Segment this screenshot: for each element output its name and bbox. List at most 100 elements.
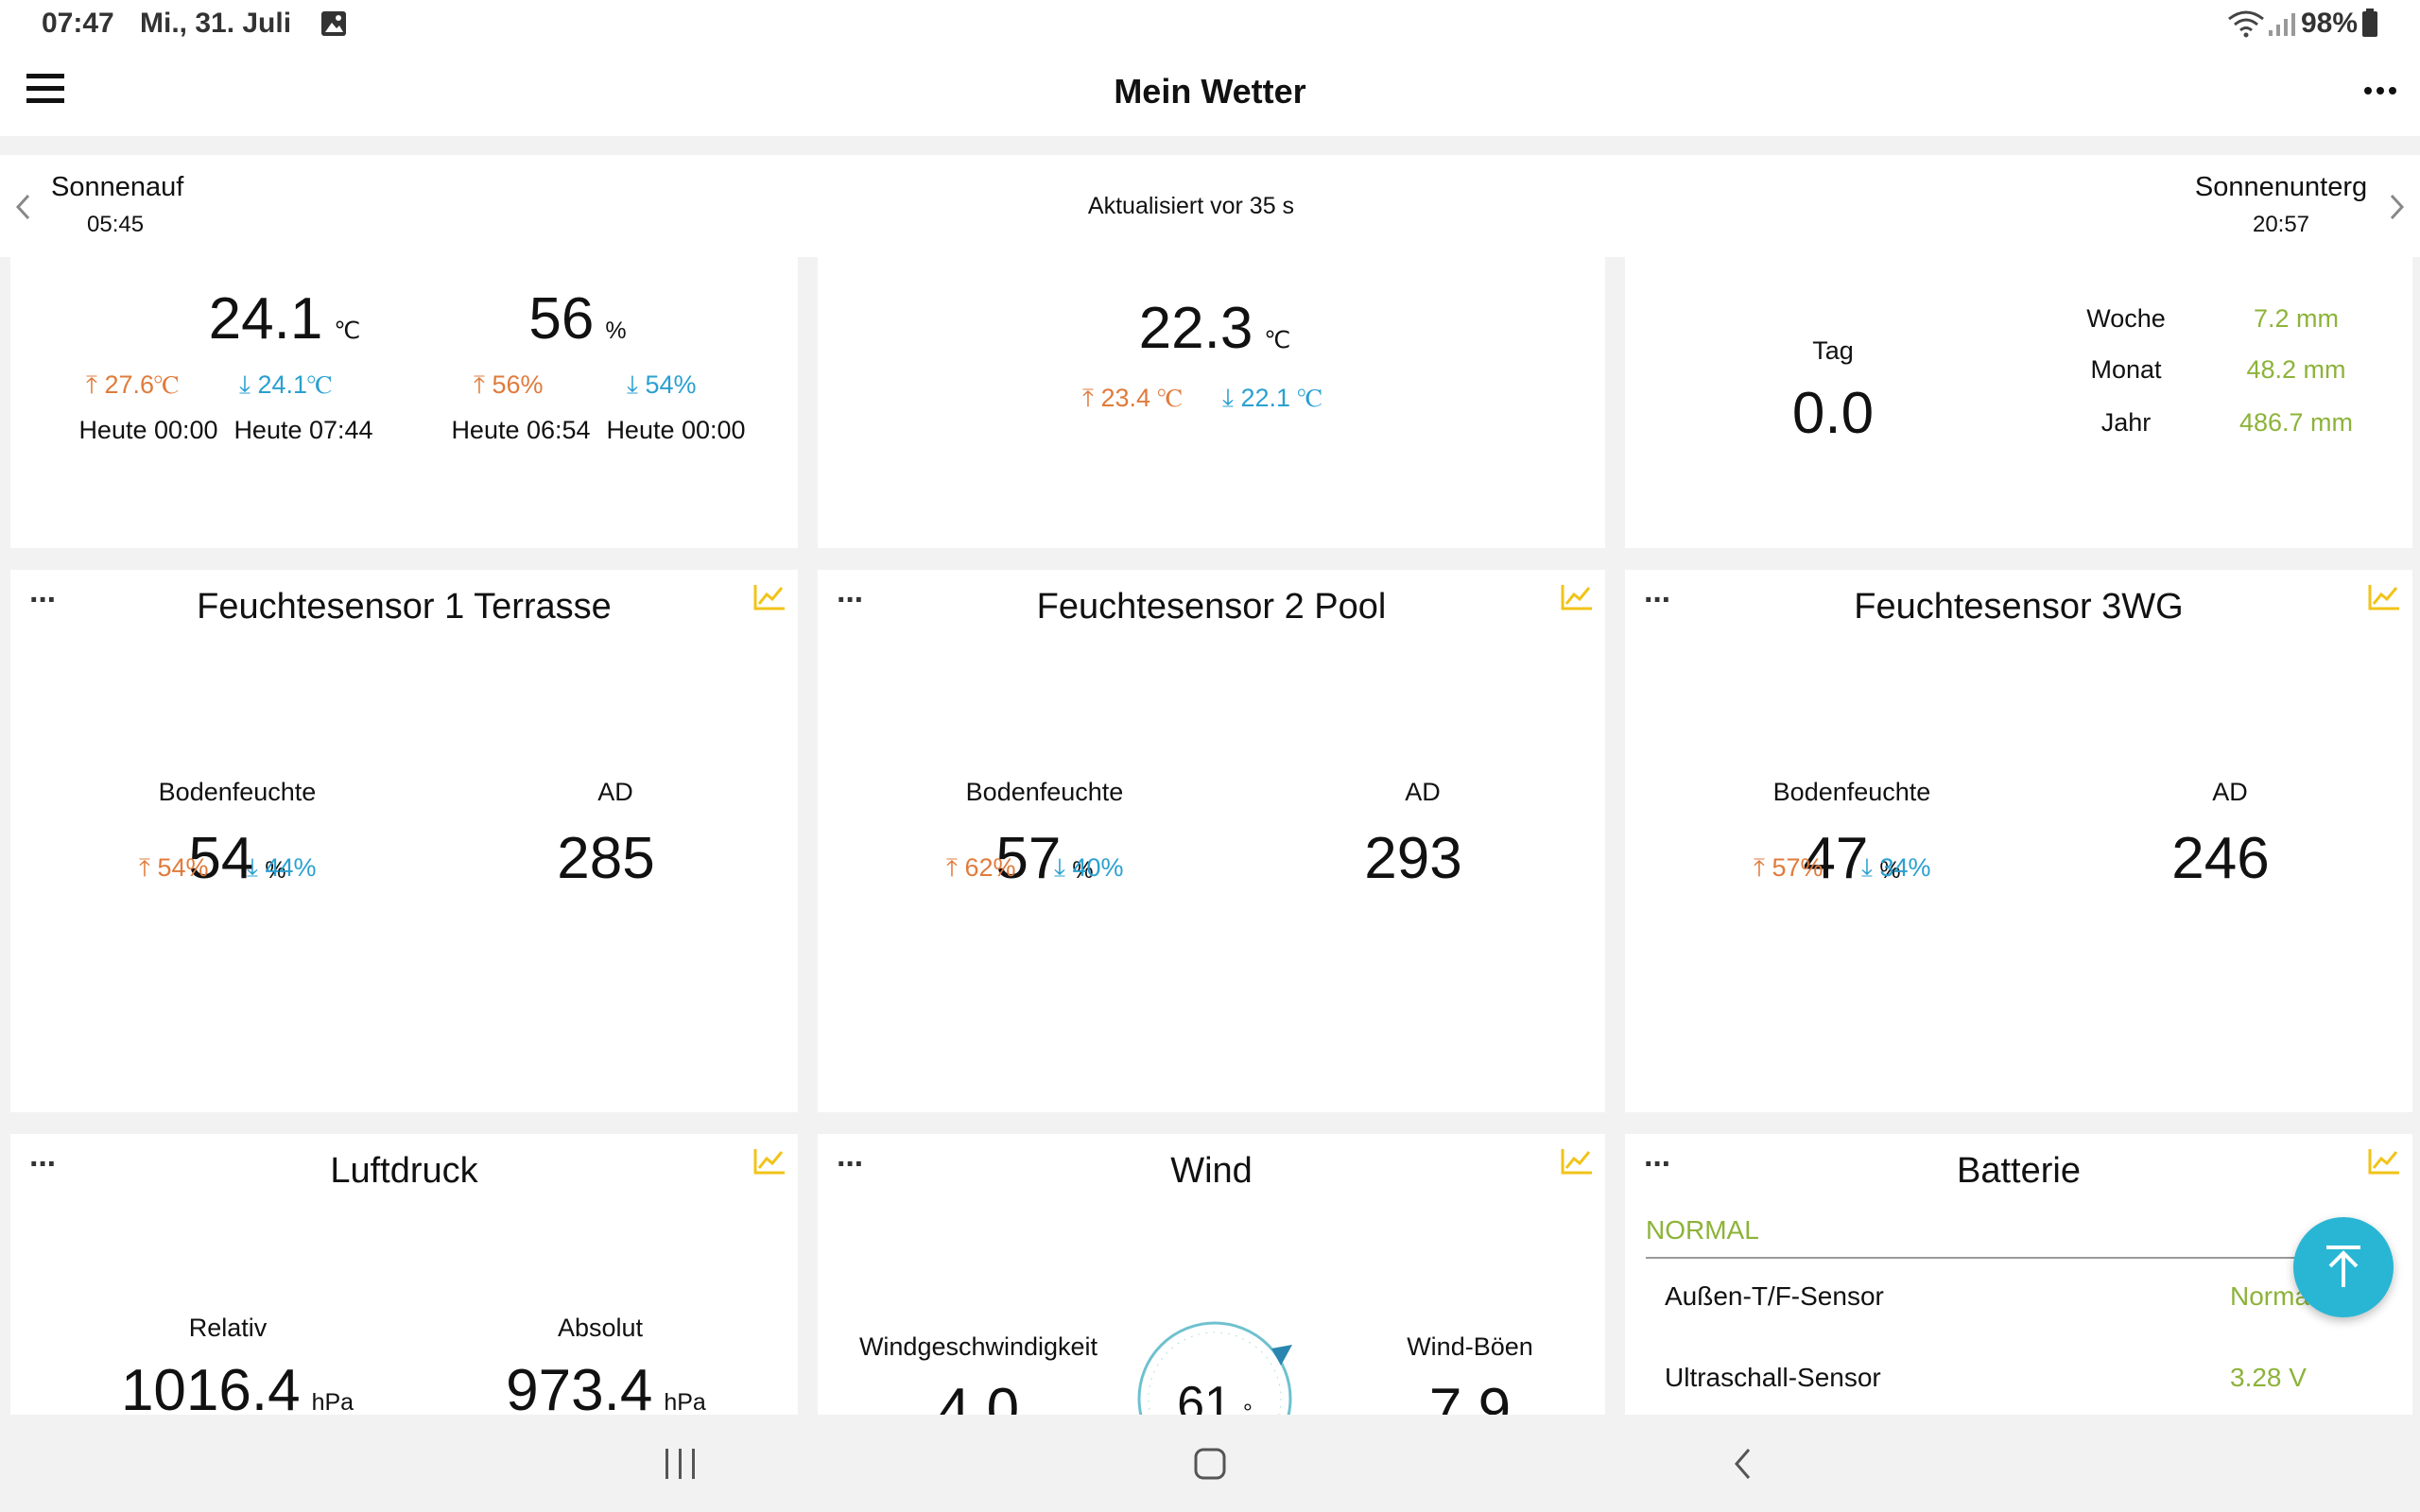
pressure-relative-label: Relativ [188,1314,268,1342]
moisture-high-value: ⤒ 62% [946,853,1016,882]
card-title: Feuchtesensor 2 Pool [1036,587,1387,627]
soil-sensor-card-2: ··· Feuchtesensor 2 Pool Bodenfeuchte 57… [818,570,1605,1112]
rain-year-label: Jahr [2100,408,2152,437]
pressure-absolute-value: 973.4 hPa [506,1358,706,1415]
image-icon [321,11,346,36]
wind-speed-label: Windgeschwindigkeit [858,1332,1098,1361]
chart-icon[interactable] [752,1147,786,1176]
card-title: Feuchtesensor 3WG [1854,587,2184,627]
back-icon[interactable] [1732,1447,1754,1481]
ad-label: AD [1405,778,1441,806]
indoor-temp-high: ⤒ 23.4 ℃ [1082,384,1183,412]
card-title: Luftdruck [330,1151,478,1191]
pressure-relative-value: 1016.4 hPa [120,1358,354,1415]
updated-text: Aktualisiert vor 35 s [1087,193,1295,219]
chevron-left-icon[interactable] [15,193,32,221]
recent-apps-icon[interactable] [662,1447,700,1481]
indoor-card: 22.3 ℃ ⤒ 23.4 ℃ ⤓ 22.1 ℃ [818,257,1605,548]
chart-icon[interactable] [752,583,786,611]
sun-info-bar: Sonnenauf 05:45 Aktualisiert vor 35 s So… [0,155,2420,257]
card-menu-icon[interactable]: ··· [1644,1146,1672,1182]
chart-icon[interactable] [2367,583,2401,611]
scroll-to-top-button[interactable] [2293,1217,2394,1317]
battery-status: NORMAL [1646,1215,1759,1245]
wind-compass [1137,1321,1292,1415]
sunset-label: Sonnenunterg [2194,172,2368,202]
app-bar: Mein Wetter [0,49,2420,136]
wind-card: ··· Wind Windgeschwindigkeit 4.0 61 ° Win… [818,1134,1605,1415]
status-date: Mi., 31. Juli [140,8,292,39]
system-nav-bar [0,1415,2420,1512]
soil-sensor-card-1: ··· Feuchtesensor 1 Terrasse Bodenfeucht… [10,570,798,1112]
card-title: Feuchtesensor 1 Terrasse [197,587,612,627]
card-menu-icon[interactable]: ··· [29,582,58,618]
status-bar: 07:47 Mi., 31. Juli 98% [0,0,2420,49]
moisture-label: Bodenfeuchte [158,778,317,806]
rain-day-label: Tag [1812,336,1854,365]
outdoor-hum-low: ⤓ 54% [627,370,697,399]
ad-value: 246 [2171,826,2270,891]
outdoor-temp-value: 24.1 ℃ [208,286,361,352]
ad-value: 285 [557,826,655,891]
pressure-absolute-label: Absolut [557,1314,644,1342]
rain-month-label: Monat [2090,355,2162,384]
outdoor-card: 24.1 ℃ ⤒ 27.6℃ ⤓ 24.1℃ Heute 00:00 Heute … [10,257,798,548]
card-title: Wind [1170,1151,1253,1191]
sunrise-time: 05:45 [87,212,145,237]
moisture-value: 57% [995,826,1094,891]
rain-week-value: 7.2 mm [2253,304,2340,333]
battery-row-value: 3.28 V [2230,1363,2307,1392]
moisture-label: Bodenfeuchte [965,778,1124,806]
wifi-icon [2228,10,2264,38]
outdoor-hum-low-time: Heute 00:00 [606,416,746,444]
wind-direction-value: 61 ° [1177,1377,1253,1415]
card-title: Batterie [1957,1151,2081,1191]
dashboard-content[interactable]: 24.1 ℃ ⤒ 27.6℃ ⤓ 24.1℃ Heute 00:00 Heute … [0,257,2420,1415]
outdoor-hum-value: 56% [528,286,627,352]
battery-percent: 98% [2301,8,2359,39]
moisture-value: 47% [1803,826,1901,891]
chart-icon[interactable] [2367,1147,2401,1176]
moisture-low-value: ⤓ 44% [247,853,317,882]
indoor-temp-low: ⤓ 22.1 ℃ [1222,384,1322,412]
ad-label: AD [597,778,633,806]
battery-row-name: Außen-T/F-Sensor [1665,1281,1884,1311]
home-icon[interactable] [1193,1447,1227,1481]
indoor-temp-value: 22.3 ℃ [1138,296,1291,361]
rain-week-label: Woche [2086,304,2166,333]
ad-label: AD [2212,778,2248,806]
sunset-time: 20:57 [2252,212,2310,237]
wind-gust-value: 7.9 [1428,1377,1512,1415]
status-time: 07:47 [42,8,114,39]
soil-sensor-card-3: ··· Feuchtesensor 3WG Bodenfeuchte 47% ⤒… [1625,570,2412,1112]
page-title: Mein Wetter [1114,72,1306,111]
outdoor-temp-high: ⤒ 27.6℃ [86,370,179,399]
sunrise-label: Sonnenauf [51,172,184,202]
outdoor-temp-low: ⤓ 24.1℃ [239,370,332,399]
chevron-right-icon[interactable] [2388,193,2405,221]
chart-icon[interactable] [1560,583,1594,611]
chart-icon[interactable] [1560,1147,1594,1176]
outdoor-temp-low-time: Heute 07:44 [233,416,373,444]
moisture-label: Bodenfeuchte [1772,778,1931,806]
battery-row-name: Ultraschall-Sensor [1665,1363,1881,1392]
moisture-low-value: ⤓ 34% [1861,853,1931,882]
card-menu-icon[interactable]: ··· [837,1146,865,1182]
moisture-high-value: ⤒ 57% [1754,853,1824,882]
ad-value: 293 [1364,826,1462,891]
signal-icon [2269,13,2295,36]
outdoor-temp-high-time: Heute 00:00 [78,416,218,444]
more-options-icon[interactable] [2363,85,2397,96]
card-menu-icon[interactable]: ··· [1644,582,1672,618]
divider [1646,1257,2393,1259]
outdoor-hum-high: ⤒ 56% [474,370,544,399]
rain-month-value: 48.2 mm [2246,355,2346,384]
card-menu-icon[interactable]: ··· [29,1146,58,1182]
moisture-value: 54% [188,826,286,891]
rain-card: Tag 0.0 Woche 7.2 mm Monat 48.2 mm Jahr … [1625,257,2412,548]
menu-icon[interactable] [26,72,66,106]
card-menu-icon[interactable]: ··· [837,582,865,618]
pressure-card: ··· Luftdruck Relativ 1016.4 hPa Absolut … [10,1134,798,1415]
outdoor-hum-high-time: Heute 06:54 [451,416,591,444]
arrow-up-icon [2326,1246,2360,1287]
